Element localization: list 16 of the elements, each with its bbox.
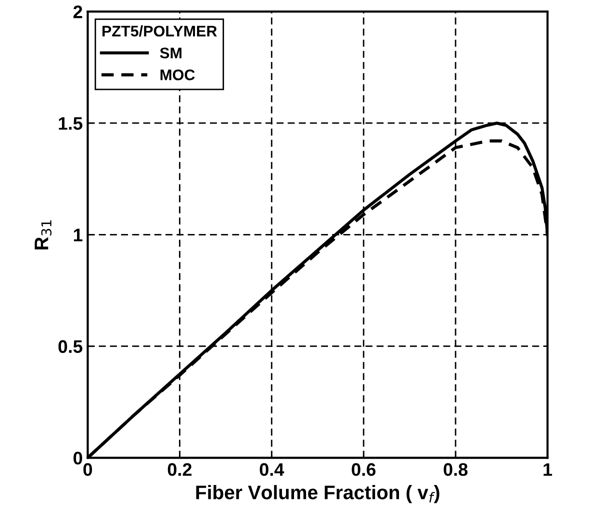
legend-label: SM	[160, 48, 182, 58]
y-axis-title: R$_{31}$	[34, 220, 52, 250]
x-axis-title: Fiber Volume Fraction ( v$_{f}$)	[196, 485, 440, 504]
y-tick-label: 1.5	[58, 117, 82, 130]
x-tick-label: 0.2	[168, 463, 192, 476]
x-tick-label: 0.4	[260, 463, 284, 476]
legend-title: PZT5/POLYMER	[102, 25, 217, 37]
y-tick-label: 1	[74, 228, 82, 242]
x-tick-label: 1	[544, 463, 552, 476]
x-tick-label: 0	[83, 463, 92, 476]
x-tick-label: 0.8	[444, 463, 468, 476]
legend-label: MOC	[160, 69, 195, 80]
y-tick-label: 0	[74, 452, 82, 465]
y-tick-label: 2	[73, 5, 82, 18]
x-tick-label: 0.6	[352, 463, 376, 476]
y-tick-label: 0.5	[58, 340, 82, 353]
